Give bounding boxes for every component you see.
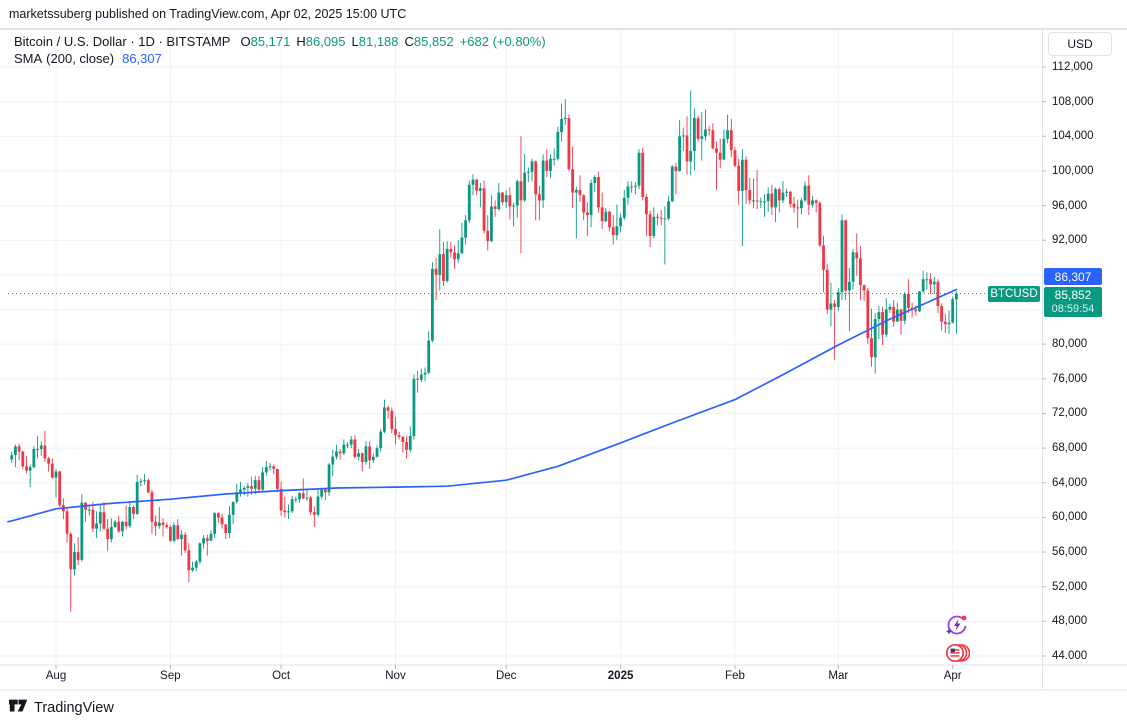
sma-axis-badge-value: 86,307 — [1054, 269, 1092, 284]
attribution-bar: marketssuberg published on TradingView.c… — [0, 0, 1127, 29]
time-axis-label: Sep — [160, 670, 181, 682]
close-value: 85,852 — [413, 34, 454, 49]
currency-unit-label: USD — [1067, 37, 1093, 51]
tradingview-logo-mark — [9, 699, 28, 712]
time-axis-label: 2025 — [607, 670, 634, 682]
reaction-icons — [944, 612, 970, 666]
price-axis-label: 112,000 — [1052, 61, 1093, 73]
price-axis-label: 96,000 — [1052, 199, 1088, 212]
price-axis-label: 60,000 — [1052, 511, 1088, 524]
price-axis[interactable]: 112,000 108,000 104,000 100,000 96,000 92,000… — [1043, 29, 1127, 665]
time-axis-label: Feb — [725, 670, 745, 682]
price-axis-label: 44.000 — [1052, 650, 1088, 662]
sma-axis-badge: 86,307 — [1044, 268, 1102, 285]
legend-sma-row[interactable]: SMA (200, close) 86,307 — [14, 51, 546, 67]
high-label: H — [296, 34, 306, 49]
change-value: +682 (+0.80%) — [459, 34, 546, 49]
price-axis-label: 92,000 — [1052, 234, 1088, 247]
price-axis-label: 76,000 — [1052, 372, 1088, 385]
price-axis-label: 68,000 — [1052, 442, 1088, 455]
price-axis-label: 80,000 — [1052, 338, 1088, 351]
high-value: 86,095 — [305, 34, 346, 49]
open-label: O — [240, 34, 251, 49]
low-label: L — [351, 34, 359, 49]
time-axis-label: Apr — [943, 670, 962, 682]
price-axis-label: 108,000 — [1052, 95, 1094, 108]
tradingview-logo-text: TradingView — [34, 699, 114, 716]
time-axis-label: Mar — [828, 670, 849, 682]
price-axis-label: 100,000 — [1052, 164, 1094, 177]
coin-flag-reaction-icon[interactable] — [944, 640, 970, 666]
time-axis[interactable]: Aug Sep Oct Nov Dec 2025 Feb Mar Apr — [0, 665, 1042, 690]
bar-countdown: 08:59:54 — [1051, 303, 1095, 315]
price-axis-label: 72,000 — [1052, 407, 1088, 420]
sma-current-value: 86,307 — [122, 51, 162, 66]
symbol-title: Bitcoin / U.S. Dollar · 1D · BITSTAMP — [14, 34, 231, 49]
price-axis-label: 64,000 — [1052, 476, 1088, 489]
tradingview-logo[interactable]: TradingView — [9, 699, 114, 716]
low-value: 81,188 — [358, 34, 399, 49]
last-price-value: 85,852 — [1054, 288, 1092, 302]
close-label: C — [404, 34, 414, 49]
time-axis-label: Nov — [385, 670, 406, 682]
time-axis-label: Aug — [45, 670, 67, 682]
sma-label: SMA — [14, 51, 43, 66]
sma-params: (200, close) — [46, 51, 115, 66]
price-axis-label: 104,000 — [1052, 130, 1094, 143]
attribution-text: marketssuberg published on TradingView.c… — [9, 7, 407, 21]
price-axis-label: 56,000 — [1052, 546, 1088, 559]
currency-unit-button[interactable]: USD — [1048, 32, 1112, 56]
price-axis-label: 52,000 — [1052, 580, 1088, 593]
last-price-axis-badge: 85,852 08:59:54 — [1044, 287, 1102, 317]
open-value: 85,171 — [250, 34, 291, 49]
symbol-ticker: BTCUSD — [990, 288, 1038, 300]
time-axis-label: Oct — [272, 670, 291, 682]
price-axis-label: 48,000 — [1052, 615, 1088, 628]
time-axis-label: Dec — [495, 670, 517, 682]
lightning-reaction-icon[interactable] — [944, 612, 970, 638]
symbol-price-line-label: BTCUSD — [988, 286, 1040, 302]
